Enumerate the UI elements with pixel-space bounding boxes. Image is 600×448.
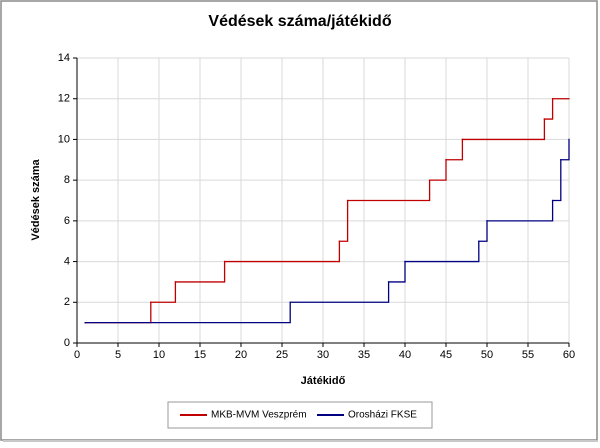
y-axis-label: Védések száma <box>30 158 42 240</box>
y-tick-label: 12 <box>58 93 70 105</box>
x-tick-label: 40 <box>399 349 411 361</box>
legend-label: Orosházi FKSE <box>348 410 417 421</box>
legend-label: MKB-MVM Veszprém <box>211 410 307 421</box>
y-tick-label: 8 <box>64 174 70 186</box>
line-step <box>346 179 431 202</box>
y-tick-label: 14 <box>58 52 70 64</box>
line-step <box>404 240 480 263</box>
x-axis-label: Játékidő <box>301 375 346 387</box>
line-step <box>150 281 177 303</box>
line-step <box>560 138 570 161</box>
line-step <box>387 260 406 283</box>
x-tick-label: 5 <box>115 349 121 361</box>
x-tick-label: 0 <box>74 349 80 361</box>
line-step <box>223 240 341 263</box>
legend-box <box>167 401 433 429</box>
y-tick-label: 0 <box>64 337 70 349</box>
x-tick-label: 55 <box>522 349 534 361</box>
x-tick-label: 30 <box>317 349 329 361</box>
x-tick-label: 35 <box>358 349 370 361</box>
line-step <box>461 118 546 141</box>
x-tick-label: 25 <box>276 349 288 361</box>
x-tick-label: 20 <box>235 349 247 361</box>
y-tick-label: 6 <box>64 215 70 227</box>
line-step <box>478 220 488 242</box>
line-step <box>84 301 291 324</box>
line-step <box>289 281 390 303</box>
y-tick-label: 4 <box>64 255 70 267</box>
chart-title: Védések száma/játékidő <box>208 13 391 30</box>
line-step <box>445 138 464 161</box>
y-tick-label: 10 <box>58 133 70 145</box>
line-step <box>551 159 562 202</box>
line-step <box>543 98 554 120</box>
y-tick-label: 2 <box>64 296 70 308</box>
x-tick-label: 60 <box>563 349 575 361</box>
x-tick-label: 10 <box>153 349 165 361</box>
line-step <box>174 260 226 283</box>
x-tick-label: 50 <box>481 349 493 361</box>
line-step <box>338 199 349 242</box>
x-tick-label: 15 <box>194 349 206 361</box>
x-tick-label: 45 <box>440 349 452 361</box>
line-step <box>428 159 447 181</box>
line-step <box>486 199 554 222</box>
